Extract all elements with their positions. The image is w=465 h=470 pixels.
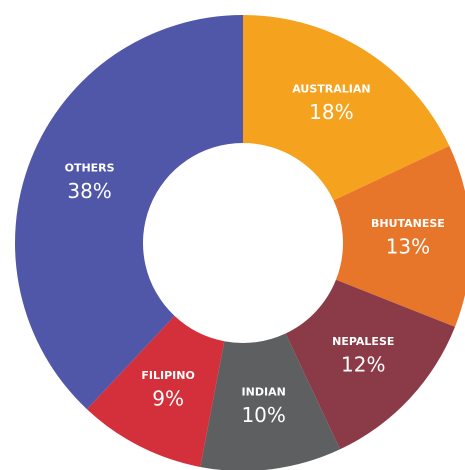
slice-category: NEPALESE xyxy=(332,335,394,348)
slice-category: BHUTANESE xyxy=(371,217,445,230)
donut-slice xyxy=(333,145,465,327)
slice-percent: 9% xyxy=(152,387,184,411)
slice-percent: 10% xyxy=(241,403,285,427)
slice-percent: 38% xyxy=(67,179,111,203)
donut-slice xyxy=(200,333,341,470)
slice-category: FILIPINO xyxy=(141,369,194,382)
slice-category: INDIAN xyxy=(242,386,286,399)
donut-slice xyxy=(86,315,225,467)
slice-percent: 18% xyxy=(309,100,353,124)
slice-percent: 12% xyxy=(341,352,385,376)
donut-slice xyxy=(14,15,243,410)
donut-slice xyxy=(243,15,450,201)
donut-slice xyxy=(285,279,455,450)
slice-category: AUSTRALIAN xyxy=(292,83,370,96)
slice-category: OTHERS xyxy=(65,161,115,174)
slice-percent: 13% xyxy=(386,234,430,258)
